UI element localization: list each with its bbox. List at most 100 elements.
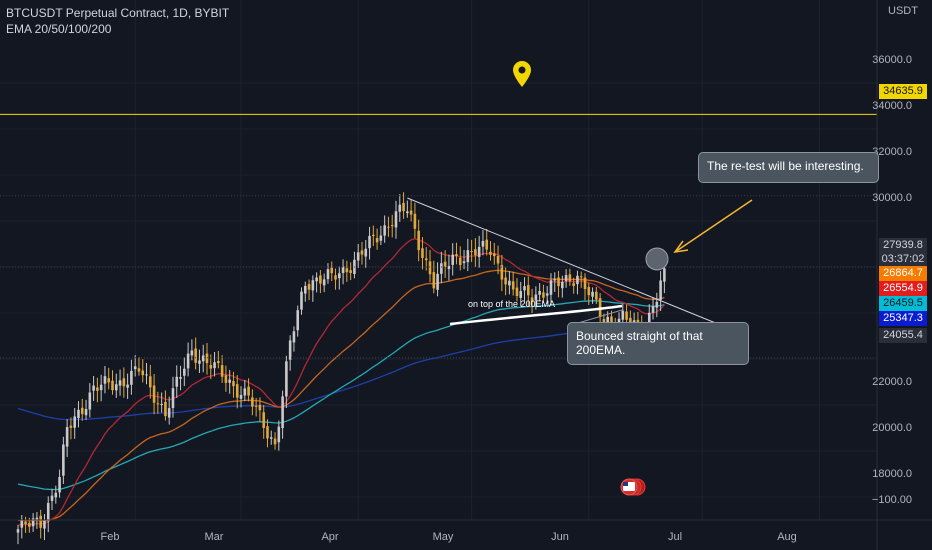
y-tick-label: 34000.0 [872,100,912,112]
ema-50-line [17,269,665,522]
candle-body [50,495,54,501]
event-marker-icon [620,478,646,496]
candle-body [364,248,368,257]
y-tick-label: 30000.0 [872,192,912,204]
candle-body [651,306,655,313]
candle-body [152,385,156,403]
candle-body [455,254,458,256]
candle-body [300,291,303,310]
candle-body [307,284,311,290]
candle-body [167,408,171,418]
candle-body [266,426,269,439]
candle-body [292,331,296,343]
candle-body [235,384,239,398]
candle-body [610,316,613,323]
candle-body [553,279,557,281]
candle-body [583,277,587,290]
bounce-callout[interactable]: Bounced straight of that 200EMA. [567,322,749,365]
candle-body [602,319,606,324]
candle-body [663,268,666,282]
candle-body [322,279,326,286]
candle-body [334,275,337,280]
candle-body [84,408,88,416]
candle-body [281,396,284,429]
candle-body [466,250,470,263]
candle-body [451,254,454,265]
candle-body [209,364,213,369]
candle-body [164,401,167,417]
candle-body [190,350,194,356]
ema-200-tag: 25347.3 [879,311,927,326]
candle-body [421,248,424,258]
retest-target-circle [645,247,669,271]
candle-body [137,368,141,372]
candle-body [655,301,659,308]
candle-body [58,476,61,493]
candle-body [561,281,564,289]
candle-body [383,225,386,236]
chart-title: BTCUSDT Perpetual Contract, 1D, BYBIT [6,6,230,20]
candle-body [16,529,20,533]
candle-body [198,360,201,364]
candle-body [402,202,405,212]
candle-body [54,492,58,498]
candle-body [201,355,205,362]
candle-body [92,385,95,391]
candle-body [39,515,42,528]
candle-body [103,376,107,384]
candle-body [20,519,24,528]
candle-body [436,273,439,290]
candle-body [277,426,281,443]
candle-body [254,405,258,407]
candle-body [542,292,545,298]
candle-body [156,403,160,405]
candle-body [345,268,349,273]
candle-body [65,427,69,447]
candle-body [447,266,451,270]
retest-callout[interactable]: The re-test will be interesting. [698,152,879,183]
candle-body [659,280,662,300]
candle-body [372,234,375,236]
candle-body [171,388,175,409]
candle-body [262,412,265,428]
y-tick-label: 36000.0 [872,54,912,66]
candle-body [647,312,651,329]
candle-body [24,521,27,525]
candle-body [46,502,50,522]
candle-body [96,387,99,391]
candle-body [232,381,235,387]
x-tick-label: May [432,531,454,543]
candle-body [311,280,315,291]
candle-body [114,384,118,391]
candle-body [179,377,182,379]
candle-body [413,213,417,229]
candle-body [368,235,371,249]
candle-body [538,291,541,295]
x-tick-label: Aug [777,531,797,543]
candle-body [572,283,575,286]
candle-body [149,376,152,388]
candle-body [285,361,288,397]
x-tick-label: Apr [321,531,339,543]
candle-body [474,249,477,256]
candle-body [73,416,76,428]
candle-body [549,280,553,295]
candle-body [417,230,420,251]
x-tick-label: Jul [667,531,683,543]
candle-body [217,361,220,364]
indicator-legend[interactable]: EMA 20/50/100/200 [6,22,112,36]
candle-body [621,310,625,320]
candle-body [141,370,145,376]
candle-body [443,261,447,267]
candle-body [356,252,360,261]
candle-body [485,239,489,250]
candle-body [523,286,526,291]
countdown-tag: 03:37:02 [879,252,927,267]
candle-body [500,265,504,280]
candle-body [326,269,330,280]
candle-body [625,311,628,320]
candle-body [88,392,92,410]
candle-body [394,211,398,228]
retest-arrowhead [673,240,689,254]
